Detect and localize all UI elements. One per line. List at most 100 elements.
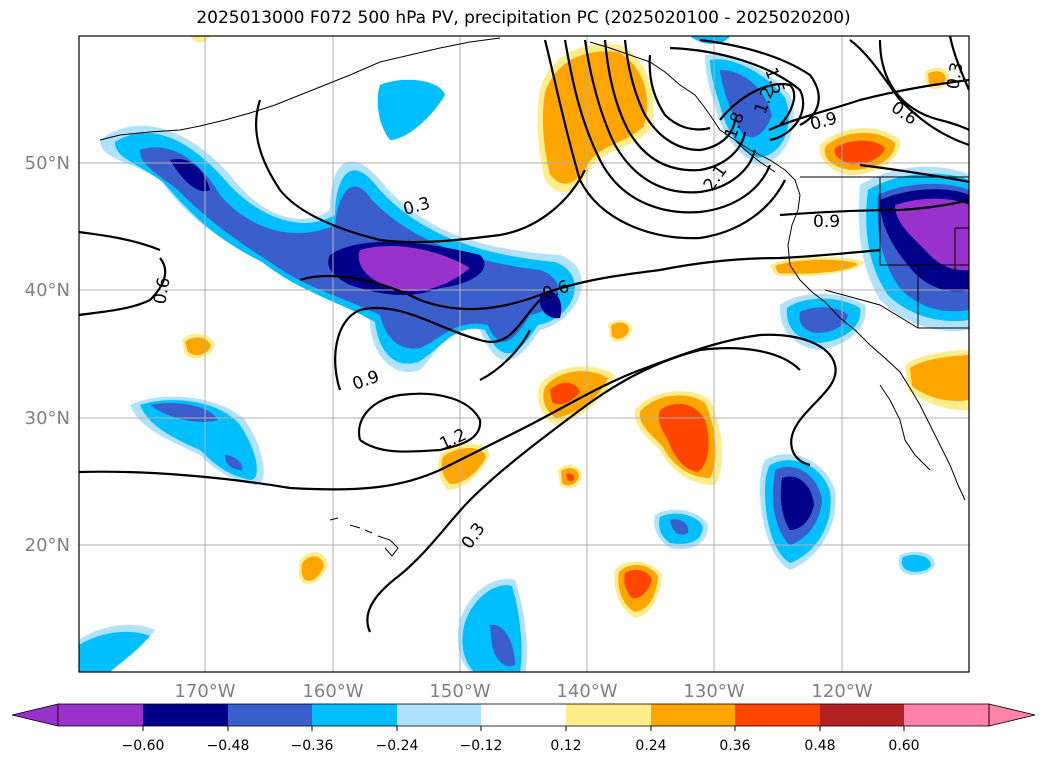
contour-ridge3 [583, 39, 757, 194]
colorbar-extend-max [988, 703, 1036, 727]
contour-ridge2 [563, 39, 772, 214]
shade-medium-blue [720, 70, 772, 138]
us-west-coast [787, 209, 966, 501]
contour-north2 [669, 46, 805, 142]
contour-ridge5 [623, 39, 737, 152]
shade-red-orange [624, 569, 652, 599]
colorbar-extend-min [11, 703, 59, 727]
alaska-south-coast [589, 41, 801, 211]
contour-south [366, 347, 801, 633]
colorbar-frame [57, 703, 990, 727]
lon-label: 160°W [302, 681, 363, 702]
colorbar-tick-label: −0.24 [376, 738, 419, 754]
contour-ridge4 [603, 39, 747, 172]
shade-purple [358, 246, 470, 292]
contour-1.2b [719, 82, 796, 126]
lat-label: 20°N [25, 535, 70, 556]
contour-ridge1 [543, 39, 786, 240]
lon-label: 130°W [683, 681, 744, 702]
colorbar-segment [143, 704, 228, 726]
colorbar-tick-label: 0.12 [550, 738, 581, 754]
alaska-coast [99, 37, 501, 141]
colorbar-segment [566, 704, 651, 726]
lat-tick-labels: 50°N 40°N 30°N 20°N [25, 153, 70, 556]
negative-shading [79, 36, 969, 672]
colorbar-tick-label: 0.24 [635, 738, 666, 754]
contour-1.2 [357, 329, 531, 453]
shade-red-orange [566, 473, 575, 482]
colorbar-segment [312, 704, 397, 726]
state-border [954, 227, 969, 275]
colorbar-tick-label: 0.48 [804, 738, 835, 754]
shade-blue [377, 79, 445, 140]
contour-0.9 [334, 78, 969, 391]
state-border [824, 289, 919, 329]
contour-label: 0.9 [808, 109, 839, 135]
contour-label: 0.3 [401, 194, 432, 220]
state-border [879, 177, 969, 266]
shade-orange [301, 556, 324, 581]
shade-red-orange [550, 382, 580, 405]
lon-label: 140°W [556, 681, 617, 702]
pv-contours [79, 36, 969, 633]
colorbar: −0.60 −0.48 −0.36 −0.24 −0.12 0.12 0.24 … [11, 703, 1036, 754]
baja [879, 384, 931, 471]
shade-orange [910, 355, 969, 401]
positive-shading [182, 36, 969, 618]
shade-yellow [190, 36, 210, 43]
shade-orange [441, 448, 486, 485]
contour-0.3-east [859, 163, 969, 184]
shade-medium-blue [490, 624, 515, 667]
contour-east [878, 36, 969, 131]
contour-label: 0.9 [813, 212, 840, 232]
colorbar-segment [397, 704, 481, 726]
contour-label: 2.1 [700, 161, 732, 195]
shade-orange [928, 71, 946, 87]
shade-purple [895, 198, 969, 271]
contour-0.6b [849, 39, 969, 147]
colorbar-tick-labels: −0.60 −0.48 −0.36 −0.24 −0.12 0.12 0.24 … [122, 738, 920, 754]
colorbar-tick-label: 0.36 [719, 738, 750, 754]
contour-label: 0.3 [458, 519, 490, 553]
lon-label: 150°W [429, 681, 490, 702]
lon-label: 120°W [811, 681, 872, 702]
colorbar-tick-label: 0.60 [888, 738, 919, 754]
contour-label: 0.3 [943, 61, 967, 91]
lat-label: 40°N [25, 280, 70, 301]
contour-label: 0.9 [350, 367, 382, 395]
shade-orange [542, 51, 648, 184]
map-title: 2025013000 F072 500 hPa PV, precipitatio… [196, 8, 851, 28]
shade-navy [780, 476, 814, 530]
shade-blue [901, 554, 931, 572]
shade-red-orange [658, 404, 709, 472]
plot-frame [78, 35, 970, 673]
colorbar-segment [228, 704, 312, 726]
lat-label: 30°N [25, 408, 70, 429]
colorbar-tick-label: −0.60 [122, 738, 165, 754]
shade-red-orange [834, 140, 885, 165]
graticule [79, 36, 969, 672]
shade-blue [79, 631, 150, 672]
contour-0.6a [79, 248, 881, 317]
coastlines [99, 37, 969, 557]
contour-0.3 [79, 333, 837, 491]
hawaii-islands [329, 517, 399, 557]
shade-medium-blue [670, 519, 689, 535]
colorbar-tick-label: −0.36 [291, 738, 334, 754]
shade-orange [611, 322, 629, 339]
colorbar-segment [651, 704, 735, 726]
contour-label: 0.6 [887, 98, 921, 130]
lat-label: 50°N [25, 153, 70, 174]
plot-area: 0.3 0.3 0.3 0.6 0.6 0.6 0.9 0.9 0.9 1.2 … [79, 36, 969, 672]
colorbar-segment [481, 704, 566, 726]
colorbar-segment [735, 704, 820, 726]
contour-label: 0.6 [150, 276, 174, 306]
lon-label: 170°W [174, 681, 235, 702]
colorbar-segment [820, 704, 904, 726]
shade-orange [775, 259, 858, 274]
contour-0.3b [79, 99, 586, 252]
colorbar-tick-label: −0.12 [460, 738, 503, 754]
shade-medium-blue [150, 403, 243, 470]
contour-north1 [699, 38, 820, 126]
